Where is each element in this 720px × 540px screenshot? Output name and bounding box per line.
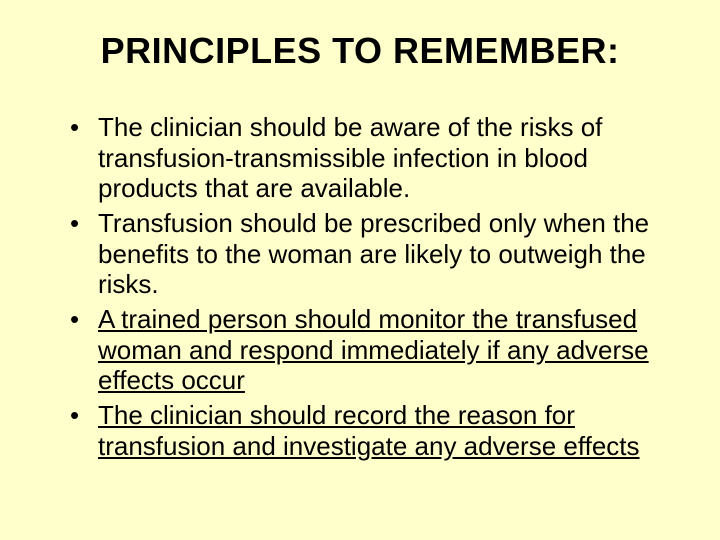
bullet-text: The clinician should be aware of the ris… [98, 112, 602, 203]
bullet-text: Transfusion should be prescribed only wh… [98, 208, 649, 299]
list-item: The clinician should record the reason f… [70, 400, 670, 461]
bullet-list: The clinician should be aware of the ris… [40, 112, 680, 461]
bullet-text: The clinician should record the reason f… [98, 400, 640, 461]
list-item: The clinician should be aware of the ris… [70, 112, 670, 204]
list-item: A trained person should monitor the tran… [70, 304, 670, 396]
list-item: Transfusion should be prescribed only wh… [70, 208, 670, 300]
bullet-text: A trained person should monitor the tran… [98, 304, 649, 395]
slide-container: PRINCIPLES TO REMEMBER: The clinician sh… [0, 0, 720, 540]
slide-title: PRINCIPLES TO REMEMBER: [40, 30, 680, 72]
